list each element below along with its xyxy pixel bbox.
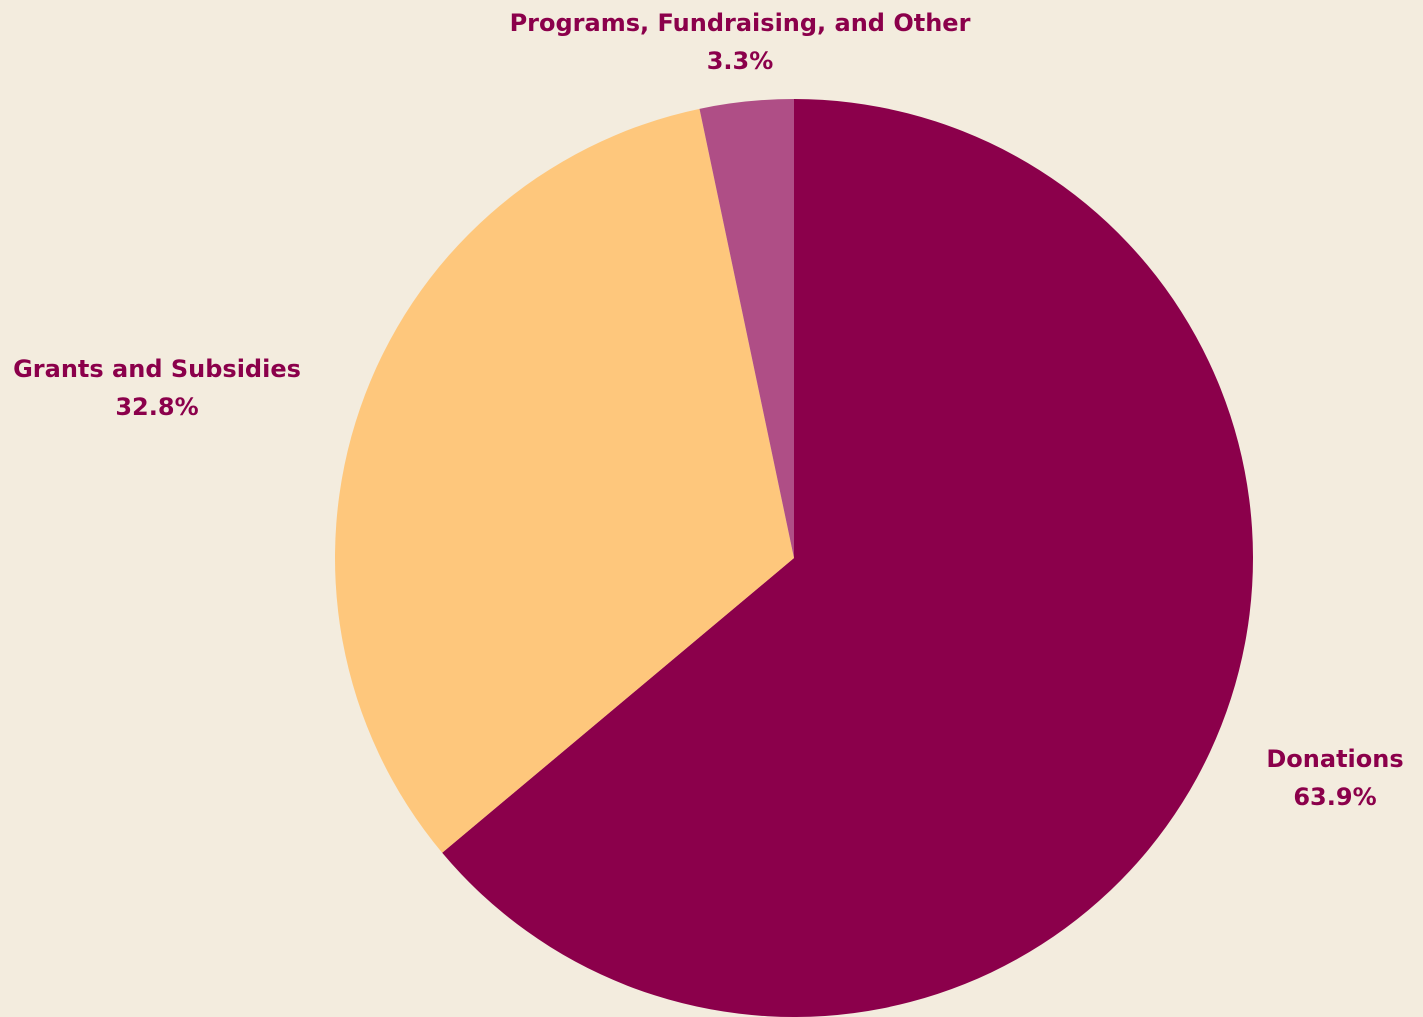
slice-name-grants-and-subsidies: Grants and Subsidies (13, 355, 301, 383)
slice-label-programs-fundraising-other: Programs, Fundraising, and Other 3.3% (510, 4, 971, 80)
pie-slice-programs-fundraising-and-other (699, 99, 794, 558)
pie-slice-grants-and-subsidies (335, 108, 794, 853)
slice-value-programs-fundraising-other: 3.3% (706, 47, 774, 75)
slice-value-grants-and-subsidies: 32.8% (115, 393, 199, 421)
slice-name-programs-fundraising-other: Programs, Fundraising, and Other (509, 9, 971, 37)
slice-value-donations: 63.9% (1293, 783, 1377, 811)
slice-label-grants-and-subsidies: Grants and Subsidies 32.8% (13, 350, 301, 426)
slice-label-donations: Donations 63.9% (1266, 740, 1403, 816)
slice-name-donations: Donations (1266, 745, 1404, 773)
pie-slice-donations (442, 99, 1254, 1017)
